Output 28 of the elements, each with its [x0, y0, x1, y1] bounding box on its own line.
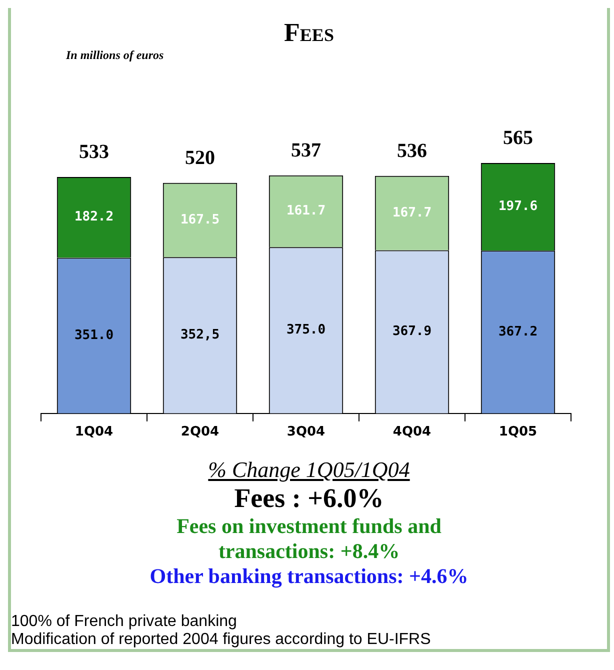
data-label: 375.0 — [286, 322, 326, 338]
x-tick-label: 1Q04 — [74, 424, 114, 440]
chart-title: Fees — [283, 17, 335, 48]
data-label: 351.0 — [74, 328, 114, 343]
total-label: 537 — [291, 140, 321, 162]
data-label: 182.2 — [74, 210, 114, 225]
x-tick-label: 4Q04 — [392, 424, 432, 440]
x-tick-label: 1Q05 — [498, 424, 538, 440]
text: Fees on investment funds and transactions: +8.4% — [176, 514, 442, 564]
total-label: 536 — [397, 140, 427, 162]
x-tick-label: 2Q04 — [180, 424, 220, 440]
total-label: 565 — [503, 127, 533, 150]
data-label: 367.9 — [392, 324, 432, 340]
total-label: 520 — [185, 146, 215, 169]
text: Fees : +6.0% — [233, 483, 385, 514]
data-label: 161.7 — [286, 204, 326, 219]
data-label: 167.7 — [392, 205, 432, 220]
text: % Change 1Q05/1Q04 — [207, 457, 411, 483]
data-label: 367.2 — [498, 324, 538, 340]
x-tick-label: 3Q04 — [286, 424, 326, 440]
text: Modification of reported 2004 figures according to EU-IFRS — [11, 631, 432, 649]
chart-subtitle: In millions of euros — [66, 48, 165, 63]
text: 100% of French private banking — [11, 613, 238, 631]
total-label: 533 — [79, 141, 109, 164]
data-label: 167.5 — [180, 212, 220, 228]
text: Other banking transactions: +4.6% — [148, 564, 470, 589]
data-label: 197.6 — [498, 199, 538, 214]
data-label: 352,5 — [180, 328, 220, 343]
